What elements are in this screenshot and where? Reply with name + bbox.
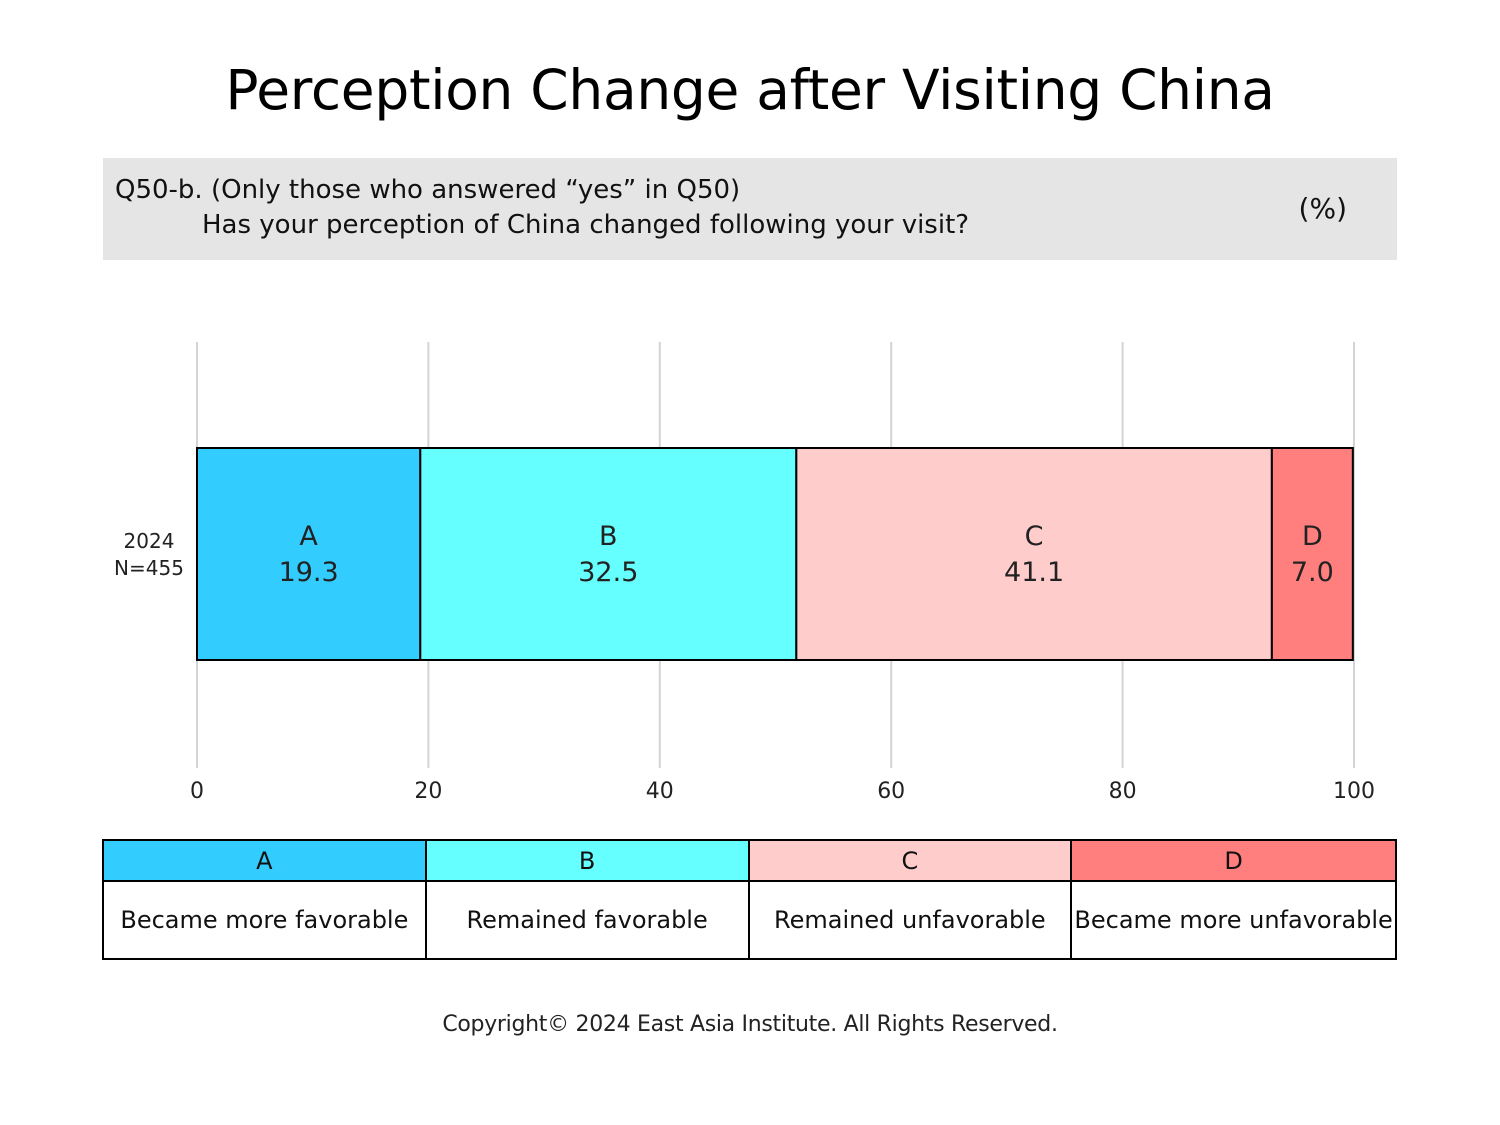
data-label-c: 41.1 xyxy=(1004,557,1064,588)
legend-key-d: D xyxy=(1072,841,1395,882)
question-line-1: Q50-b. (Only those who answered “yes” in… xyxy=(115,175,741,205)
segment-name-a: A xyxy=(299,521,318,552)
x-tick-label-100: 100 xyxy=(1333,779,1375,804)
legend-label-b: Remained favorable xyxy=(426,882,750,958)
data-label-d: 7.0 xyxy=(1291,557,1334,588)
segment-name-d: D xyxy=(1302,521,1323,552)
question-box: Q50-b. (Only those who answered “yes” in… xyxy=(103,158,1397,260)
stacked-bar-chart: 0 20 40 60 80 100 2024 N=455 A 19.3 B 32.5 C 41.1 D 7.0 xyxy=(114,342,1375,804)
segment-name-b: B xyxy=(599,521,618,552)
row-label-year: 2024 xyxy=(124,529,175,553)
x-tick-label-40: 40 xyxy=(646,779,674,804)
legend-table: A B C D Became more favorable Remained f… xyxy=(102,839,1397,960)
copyright-text: Copyright© 2024 East Asia Institute. All… xyxy=(442,1012,1058,1037)
bar-segment-d xyxy=(1270,447,1354,661)
data-label-b: 32.5 xyxy=(578,557,638,588)
bar-segment-b xyxy=(419,447,798,661)
bar-segment-c xyxy=(795,447,1273,661)
chart-title: Perception Change after Visiting China xyxy=(225,58,1275,122)
x-tick-label-60: 60 xyxy=(877,779,905,804)
legend-key-a: A xyxy=(104,841,427,882)
x-tick-label-80: 80 xyxy=(1109,779,1137,804)
x-tick-label-20: 20 xyxy=(414,779,442,804)
legend-label-c: Remained unfavorable xyxy=(749,882,1073,958)
bar-segment-a xyxy=(196,447,422,661)
x-tick-label-0: 0 xyxy=(190,779,204,804)
data-label-a: 19.3 xyxy=(279,557,339,588)
row-label-n: N=455 xyxy=(114,556,184,580)
legend-label-a: Became more favorable xyxy=(104,882,427,958)
question-line-2: Has your perception of China changed fol… xyxy=(202,210,970,240)
segment-name-c: C xyxy=(1025,521,1044,552)
legend-key-b: B xyxy=(426,841,750,882)
legend-label-d: Became more unfavorable xyxy=(1072,882,1395,958)
legend-key-c: C xyxy=(749,841,1073,882)
unit-label: (%) xyxy=(1298,192,1347,225)
